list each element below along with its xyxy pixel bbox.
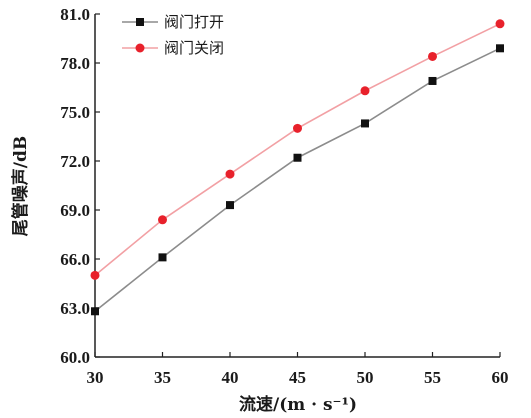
x-tick-label: 40 — [222, 368, 239, 387]
series-1 — [91, 44, 504, 316]
x-tick-label: 50 — [357, 368, 374, 387]
legend-item: 阀门关闭 — [122, 39, 224, 57]
data-point — [428, 51, 437, 61]
x-tick-label: 30 — [87, 368, 104, 387]
y-tick-label: 78.0 — [60, 54, 90, 73]
y-tick-label: 72.0 — [60, 152, 90, 171]
data-point — [158, 215, 167, 225]
data-point — [293, 123, 302, 133]
data-point — [360, 86, 370, 96]
data-point — [495, 19, 505, 29]
y-tick-label: 63.0 — [60, 299, 90, 318]
x-axis-ticks: 30 35 40 45 50 55 60 — [87, 352, 509, 387]
y-tick-label: 60.0 — [60, 348, 90, 367]
y-tick-label: 75.0 — [60, 103, 90, 122]
x-tick-label: 60 — [492, 368, 509, 387]
y-axis-title: 尾管噪声/dB — [10, 136, 31, 236]
data-point — [90, 270, 100, 280]
y-axis-ticks: 60.0 63.0 66.0 69.0 72.0 75.0 78.0 81.0 — [60, 5, 100, 367]
data-point — [293, 153, 302, 162]
y-tick-label: 81.0 — [60, 5, 90, 24]
legend-marker — [135, 43, 145, 53]
x-tick-label: 35 — [154, 368, 171, 387]
legend-item: 阀门打开 — [122, 13, 224, 31]
series-line — [94, 23, 501, 276]
data-point — [226, 201, 234, 210]
x-tick-label: 45 — [289, 368, 306, 387]
axes — [94, 14, 500, 358]
data-point — [428, 76, 437, 85]
data-point — [225, 169, 235, 179]
data-point — [361, 119, 369, 128]
x-tick-label: 55 — [424, 368, 441, 387]
x-axis-title: 流速/(m · s⁻¹) — [239, 394, 357, 415]
legend-label: 阀门打开 — [164, 13, 224, 31]
series-line — [94, 47, 501, 312]
legend-marker — [136, 18, 144, 26]
series-layer — [90, 19, 505, 316]
data-point — [158, 253, 167, 262]
y-tick-label: 69.0 — [60, 201, 90, 220]
y-tick-label: 66.0 — [60, 250, 90, 269]
data-point — [91, 307, 99, 316]
legend-label: 阀门关闭 — [164, 39, 224, 57]
series-2 — [90, 19, 505, 280]
data-point — [496, 44, 504, 53]
